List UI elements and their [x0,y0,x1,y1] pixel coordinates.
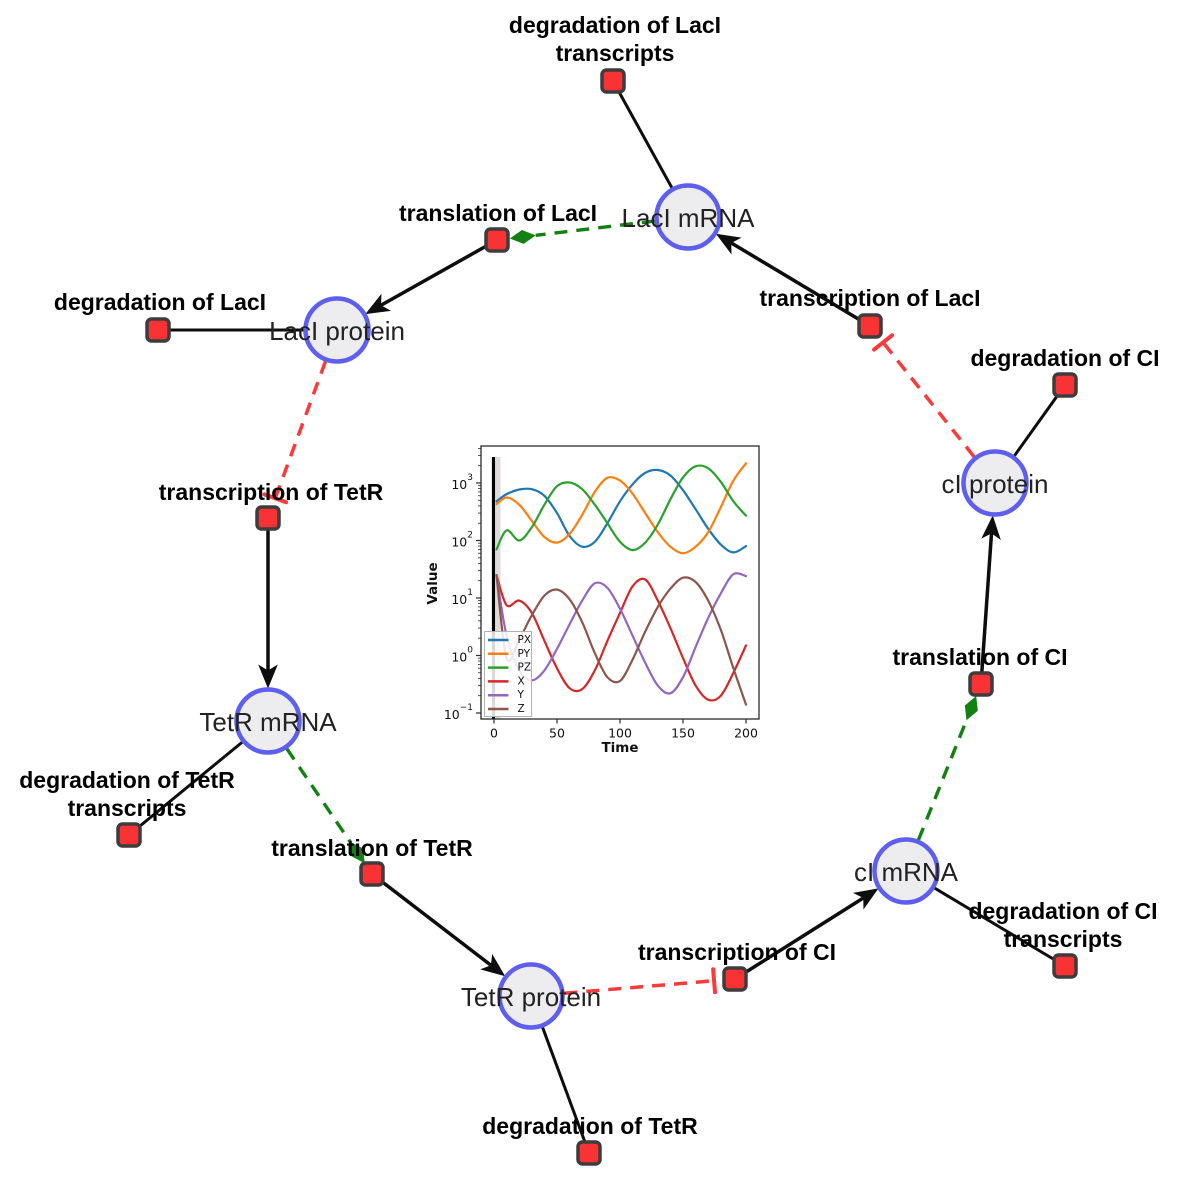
reaction-label-deg_ci: degradation of CI [970,345,1159,371]
reaction-node-deg_ci_tx [1052,953,1078,979]
edge-inhibition-laci_protein-txn_tetr [273,360,328,499]
reaction-node-deg_tetr_tx [116,822,142,848]
species-label-ci_protein: cI protein [942,469,1049,499]
x-tick-label: 0 [490,726,498,741]
edge-production-txn_laci-laci_mrna [730,241,871,328]
reaction-node-deg_laci_tx [600,68,626,94]
edge-production-transl_ci-ci_protein [979,533,994,685]
activation-arrowhead-icon [509,229,536,244]
x-tick-label: 200 [734,726,758,741]
species-node-ci_protein [961,449,1029,517]
reaction-node-deg_tetr [576,1140,602,1166]
series-line-X [495,574,748,702]
reaction-node-transl_laci [484,227,510,253]
edge-degradation-tetr_mrna-deg_tetr_tx [128,739,245,837]
inset-plot: 0 50 100 150 200 10−1 100 101 102 103 Time Value PX P… [425,445,760,756]
species-node-laci_protein [303,296,371,364]
y-tick-label: 102 [451,531,473,550]
legend-box [484,631,532,717]
reaction-label-txn_laci: transcription of LacI [759,285,980,311]
reaction-label-deg_tetr_tx: transcripts [68,795,187,821]
legend-label-PX: PX [518,634,532,646]
x-tick-label: 50 [549,726,565,741]
species-label-tetr_protein: TetR protein [461,982,601,1012]
edges-layer [128,80,1067,1154]
legend-label-X: X [518,675,525,687]
y-tick-label: 103 [451,473,473,492]
series-line-PY [495,462,748,555]
arrowhead-icon [852,888,879,910]
species-label-ci_mrna: cI mRNA [854,857,959,887]
species-node-laci_mrna [654,183,722,251]
reaction-node-transl_tetr [359,861,385,887]
x-tick-label: 100 [608,726,632,741]
edge-degradation-laci_mrna-deg_laci_tx [611,80,675,191]
reaction-label-deg_tetr: degradation of TetR [482,1113,698,1139]
activation-arrowhead-icon [964,696,978,721]
arrowhead-icon [258,664,278,689]
reaction-nodes-layer [116,68,1078,1166]
edge-degradation-ci_mrna-deg_ci_tx [932,885,1066,968]
reaction-node-txn_ci [722,966,748,992]
legend-label-Z: Z [518,703,525,715]
reaction-label-txn_ci: transcription of CI [638,939,836,965]
reaction-label-deg_tetr_tx: degradation of TetR [19,767,235,793]
reaction-label-deg_laci_tx: transcripts [556,40,675,66]
reaction-node-transl_ci [968,671,994,697]
reaction-node-txn_tetr [255,505,281,531]
edge-production-transl_laci-laci_protein [380,238,498,307]
legend-label-Y: Y [517,689,525,701]
reaction-label-deg_ci_tx: transcripts [1004,926,1123,952]
inhibition-tee-icon [872,333,895,352]
series-line-PX [495,468,748,554]
reaction-node-txn_laci [857,313,883,339]
arrowhead-icon [365,293,392,315]
edge-activation-ci_mrna-transl_ci [916,719,969,841]
species-nodes-layer [234,183,1029,1030]
edge-degradation-tetr_protein-deg_tetr [540,1025,591,1154]
y-tick-label: 101 [451,588,473,607]
series-line-PZ [495,464,748,552]
reaction-label-transl_laci: translation of LacI [399,200,597,226]
reaction-node-deg_laci [145,317,171,343]
arrowhead-icon [480,953,506,977]
reaction-label-transl_tetr: translation of TetR [271,835,473,861]
series-line-Y [495,572,748,695]
species-node-tetr_protein [497,962,565,1030]
legend-label-PY: PY [518,648,531,660]
edge-activation-tetr_mrna-transl_tetr [285,747,352,843]
y-tick-label: 100 [451,646,473,665]
edge-inhibition-ci_protein-txn_laci [881,341,976,458]
species-label-tetr_mrna: TetR mRNA [199,707,337,737]
inhibition-tee-icon [262,492,289,505]
reaction-label-txn_tetr: transcription of TetR [159,479,384,505]
reaction-label-deg_laci_tx: degradation of LacI [509,12,721,38]
value-axis-label: Value [425,562,441,604]
species-label-laci_mrna: LacI mRNA [622,203,756,233]
arrowhead-icon [981,515,1001,541]
activation-arrowhead-icon [350,841,365,864]
arrowhead-icon [715,233,742,255]
inhibition-tee-icon [711,967,718,995]
legend-label-PZ: PZ [518,662,532,674]
reaction-label-transl_ci: translation of CI [892,644,1067,670]
series-line-Z [495,574,748,706]
species-node-tetr_mrna [234,687,302,755]
species-node-ci_mrna [872,837,940,905]
y-tick-label: 10−1 [444,703,473,722]
reaction-label-deg_ci_tx: degradation of CI [968,898,1157,924]
edge-production-txn_ci-ci_mrna [734,896,865,981]
edge-activation-laci_mrna-transl_laci [535,219,655,238]
reaction-node-deg_ci [1052,372,1078,398]
x-tick-label: 150 [671,726,695,741]
labels-layer: degradation of LacItranscriptstranslatio… [19,12,1159,1139]
edge-inhibition-tetr_protein-txn_ci [564,979,715,995]
reaction-label-deg_laci: degradation of LacI [54,289,266,315]
edge-production-transl_tetr-tetr_protein [370,872,493,967]
species-label-laci_protein: LacI protein [269,316,405,346]
time-axis-label: Time [601,740,638,756]
